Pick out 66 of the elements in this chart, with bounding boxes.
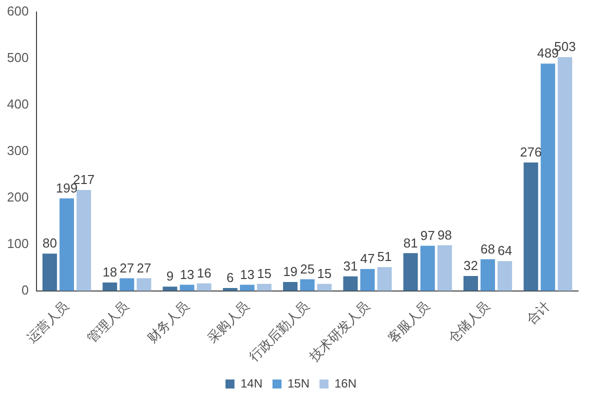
data-label: 6 [226, 270, 234, 286]
bar [524, 162, 538, 291]
bar [76, 190, 92, 291]
bar [257, 284, 272, 291]
data-label: 31 [343, 258, 358, 274]
x-tick-label: 运营人员 [24, 298, 72, 346]
bar [120, 278, 134, 291]
y-tick-label: 500 [6, 50, 29, 66]
data-label: 97 [420, 228, 435, 243]
y-tick-label: 400 [6, 96, 29, 112]
bar [300, 279, 315, 291]
data-label: 51 [377, 249, 392, 264]
bar [377, 267, 392, 291]
data-label: 81 [403, 235, 418, 250]
data-label: 80 [42, 236, 57, 251]
bar [42, 254, 57, 291]
x-tick-label: 合计 [524, 298, 553, 328]
x-tick-label: 财务人员 [144, 298, 192, 346]
bar [540, 64, 556, 291]
data-label: 68 [480, 241, 496, 256]
bar [162, 286, 178, 291]
legend-label: 14N [240, 376, 262, 390]
x-tick-label: 采购人员 [204, 298, 252, 346]
bar [420, 246, 435, 291]
data-label: 25 [300, 261, 315, 276]
data-label: 18 [102, 264, 118, 280]
data-label: 16 [196, 265, 212, 280]
data-label: 13 [180, 266, 194, 282]
bar [283, 282, 298, 291]
bar [403, 253, 418, 291]
bar [180, 284, 194, 291]
data-label: 15 [317, 266, 332, 281]
bar [360, 268, 375, 291]
data-label: 32 [464, 258, 478, 274]
x-tick-label: 管理人员 [84, 298, 132, 346]
bar [558, 57, 572, 291]
data-label: 98 [437, 227, 452, 242]
bar [136, 278, 152, 291]
x-tick-label: 客服人员 [384, 298, 432, 346]
data-label: 13 [240, 266, 254, 282]
data-label: 27 [136, 260, 152, 276]
bar [240, 284, 254, 291]
data-label: 64 [498, 243, 512, 258]
x-tick-label: 仓储人员 [445, 298, 492, 346]
data-label: 47 [360, 251, 375, 266]
data-label: 15 [257, 266, 272, 281]
bar [343, 276, 358, 291]
legend-label: 15N [287, 376, 310, 390]
data-label: 27 [120, 260, 134, 276]
bar [60, 198, 74, 291]
data-label: 19 [283, 264, 298, 280]
y-tick-label: 300 [6, 142, 29, 158]
y-tick-label: 100 [6, 236, 29, 251]
bar [498, 261, 512, 291]
bar [317, 284, 332, 291]
bar [222, 288, 238, 291]
y-tick-label: 0 [21, 282, 29, 298]
bar [196, 283, 212, 291]
legend-label: 16N [334, 376, 357, 390]
bar [102, 282, 118, 291]
bar [464, 276, 478, 291]
y-tick-label: 600 [6, 4, 29, 19]
bar [437, 245, 452, 291]
y-tick-label: 200 [6, 189, 29, 204]
bar [480, 259, 496, 291]
data-label: 9 [166, 268, 174, 284]
